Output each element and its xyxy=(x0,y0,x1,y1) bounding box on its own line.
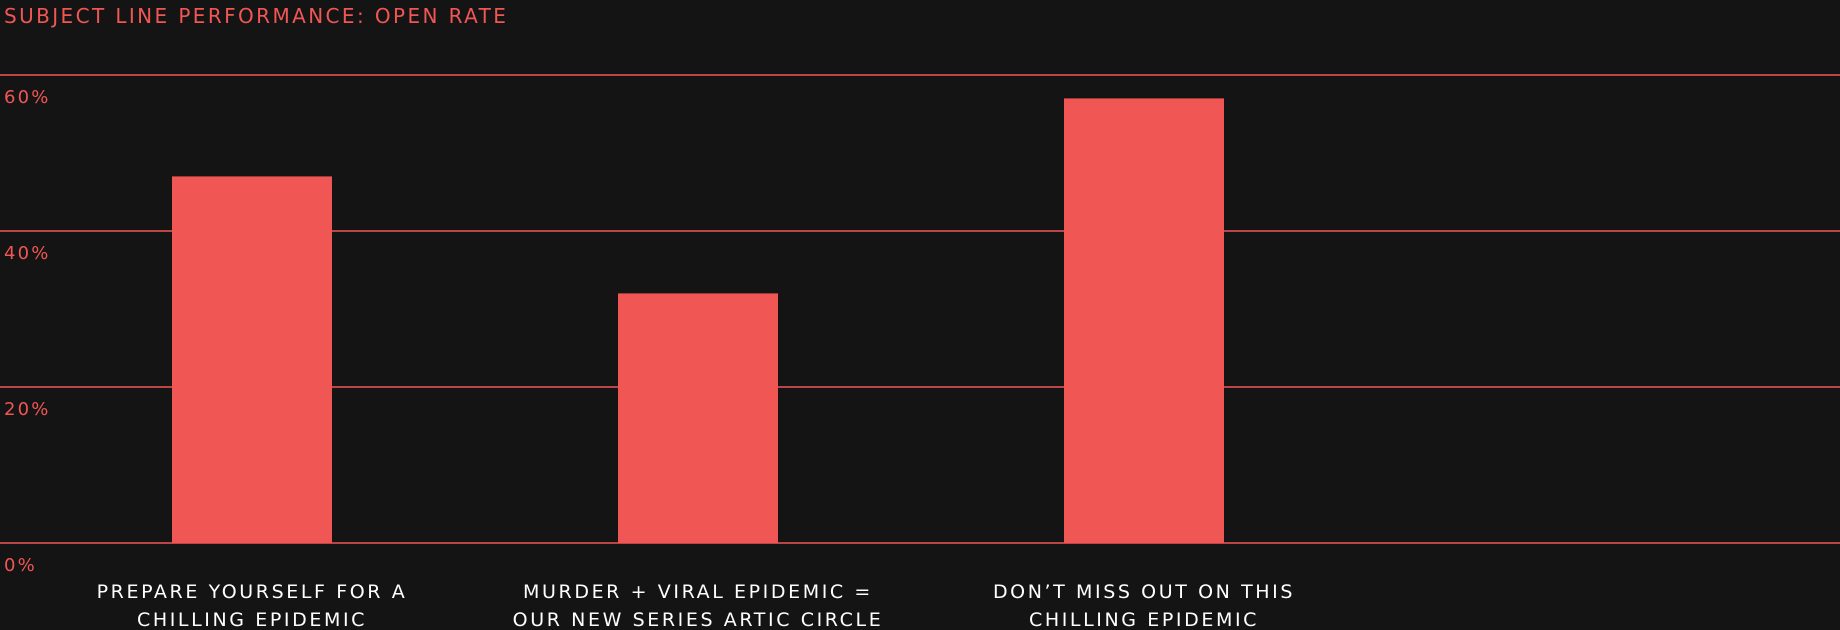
bars xyxy=(172,98,1224,544)
y-tick-label: 20% xyxy=(4,399,51,420)
y-axis-tick-labels: 0% 20% 40% 60% xyxy=(4,87,51,576)
y-tick-label: 0% xyxy=(4,555,37,576)
category-label-1: PREPARE YOURSELF FOR A CHILLING EPIDEMIC xyxy=(97,581,408,630)
bar-2 xyxy=(618,293,778,543)
y-tick-label: 60% xyxy=(4,87,51,108)
category-label-2: MURDER + VIRAL EPIDEMIC = OUR NEW SERIES … xyxy=(513,581,884,630)
x-axis-category-labels: PREPARE YOURSELF FOR A CHILLING EPIDEMIC M… xyxy=(97,581,1295,630)
bar-1 xyxy=(172,176,332,543)
category-label-3: DON’T MISS OUT ON THIS CHILLING EPIDEMIC xyxy=(993,581,1295,630)
chart-title: SUBJECT LINE PERFORMANCE: OPEN RATE xyxy=(4,4,509,28)
bar-3 xyxy=(1064,98,1224,544)
y-tick-label: 40% xyxy=(4,243,51,264)
